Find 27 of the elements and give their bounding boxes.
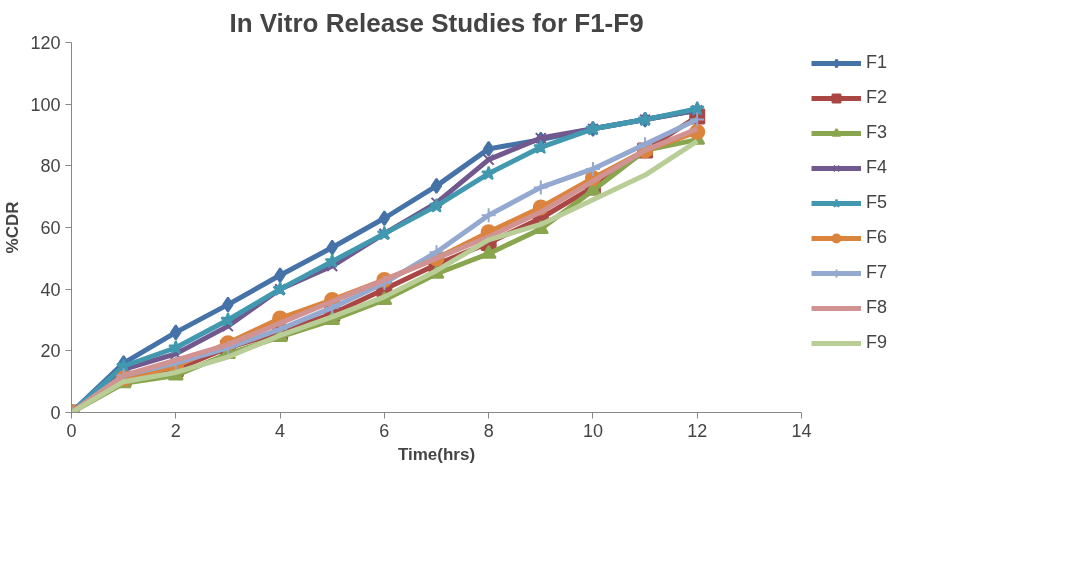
x-axis-title: Time(hrs) [397, 444, 476, 464]
legend-label: F4 [866, 157, 888, 178]
x-tick-label: 0 [66, 420, 77, 441]
legend-label: F8 [866, 297, 888, 318]
x-tick-label: 6 [379, 420, 390, 441]
legend-label: F6 [866, 227, 888, 248]
y-tick-label: 80 [40, 156, 61, 177]
x-tick-label: 4 [275, 420, 286, 441]
legend-label: F5 [866, 192, 888, 213]
y-tick-label: 120 [30, 33, 61, 53]
y-axis-title: %CDR [3, 201, 23, 254]
y-tick-label: 20 [40, 341, 61, 362]
chart-title: In Vitro Release Studies for F1-F9 [229, 7, 644, 38]
x-tick-label: 2 [170, 420, 181, 441]
x-tick-label: 12 [687, 420, 708, 441]
legend-label: F9 [866, 332, 888, 353]
y-tick-label: 100 [30, 94, 61, 115]
legend-label: F1 [866, 52, 888, 73]
x-tick-label: 10 [582, 420, 603, 441]
y-tick-label: 40 [40, 279, 61, 300]
legend-label: F2 [866, 87, 888, 108]
x-tick-label: 8 [483, 420, 494, 441]
y-tick-label: 0 [50, 403, 61, 423]
legend-label: F3 [866, 122, 888, 143]
legend-label: F7 [866, 262, 888, 283]
y-tick-label: 60 [40, 218, 61, 238]
x-tick-label: 14 [791, 420, 812, 441]
